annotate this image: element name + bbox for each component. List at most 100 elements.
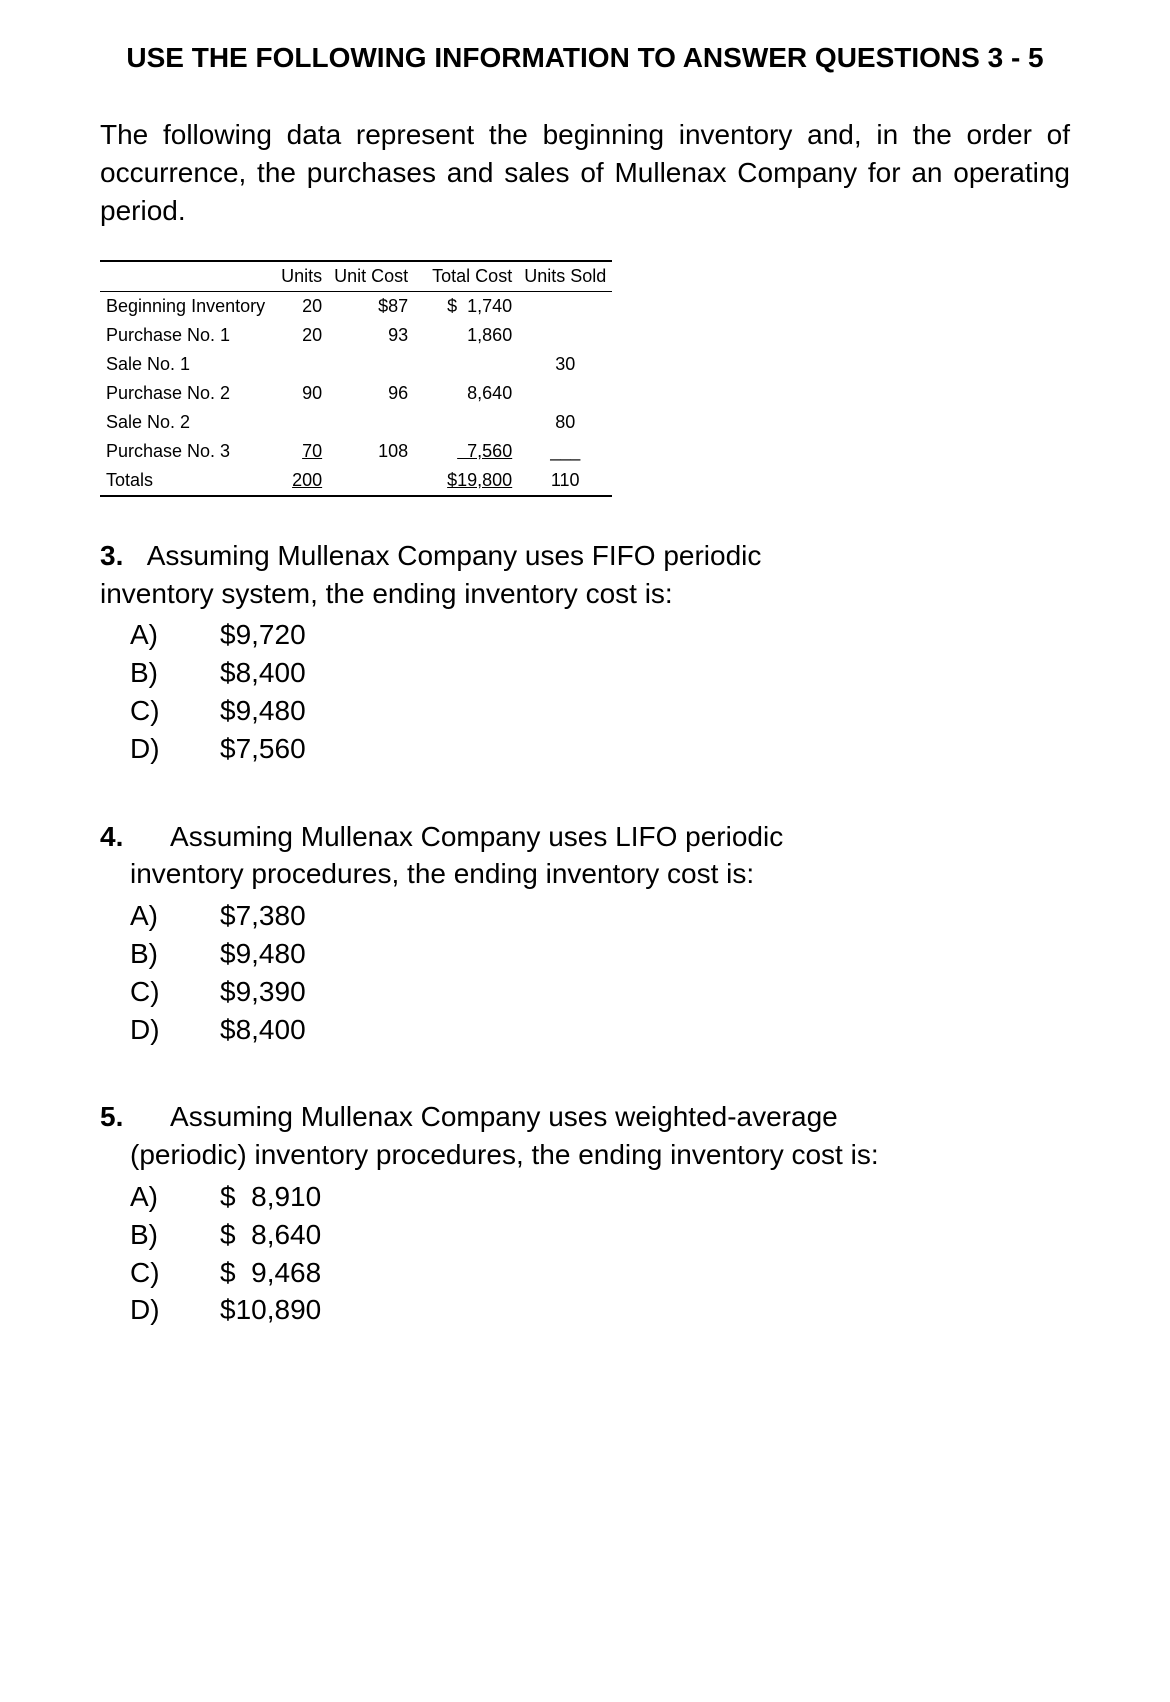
option-row: B)$8,400: [130, 654, 1070, 692]
cell-unit-cost: [328, 350, 414, 379]
option-letter: B): [130, 1216, 220, 1254]
option-text: $ 8,910: [220, 1178, 321, 1216]
cell-label: Beginning Inventory: [100, 291, 275, 321]
option-text: $8,400: [220, 1011, 306, 1049]
stem-text: Assuming Mullenax Company uses LIFO peri…: [170, 821, 783, 852]
option-row: C)$9,390: [130, 973, 1070, 1011]
option-row: D)$8,400: [130, 1011, 1070, 1049]
option-letter: A): [130, 616, 220, 654]
table-row: Sale No. 2 80: [100, 408, 612, 437]
cell-units: 70: [275, 437, 328, 466]
cell-units: [275, 350, 328, 379]
cell-unit-cost: 96: [328, 379, 414, 408]
question-number: 5.: [100, 1101, 123, 1132]
cell-units-sold: 110: [518, 466, 612, 496]
question-number: 3.: [100, 540, 123, 571]
cell-units-sold: [518, 291, 612, 321]
cell-total-cost: 7,560: [414, 437, 518, 466]
cell-units-sold: 30: [518, 350, 612, 379]
cell-unit-cost: $87: [328, 291, 414, 321]
options-list: A)$ 8,910B)$ 8,640C)$ 9,468D)$10,890: [100, 1178, 1070, 1329]
cell-units-sold: [518, 379, 612, 408]
option-letter: A): [130, 897, 220, 935]
option-row: C)$ 9,468: [130, 1254, 1070, 1292]
cell-units: 20: [275, 321, 328, 350]
option-row: A)$7,380: [130, 897, 1070, 935]
cell-label: Sale No. 1: [100, 350, 275, 379]
option-text: $9,390: [220, 973, 306, 1011]
option-row: B)$9,480: [130, 935, 1070, 973]
cell-unit-cost: [328, 466, 414, 496]
option-text: $ 9,468: [220, 1254, 321, 1292]
table-row: Purchase No. 120931,860: [100, 321, 612, 350]
option-text: $8,400: [220, 654, 306, 692]
table-row: Purchase No. 290968,640: [100, 379, 612, 408]
intro-paragraph: The following data represent the beginni…: [100, 116, 1070, 229]
col-blank: [100, 261, 275, 292]
cell-unit-cost: 93: [328, 321, 414, 350]
stem-text-cont: inventory system, the ending inventory c…: [100, 575, 1070, 613]
option-text: $7,380: [220, 897, 306, 935]
option-row: C)$9,480: [130, 692, 1070, 730]
cell-units: 90: [275, 379, 328, 408]
cell-label: Totals: [100, 466, 275, 496]
option-text: $9,480: [220, 692, 306, 730]
cell-units-sold: 80: [518, 408, 612, 437]
cell-total-cost: 1,860: [414, 321, 518, 350]
option-letter: C): [130, 973, 220, 1011]
col-units: Units: [275, 261, 328, 292]
table-row: Sale No. 1 30: [100, 350, 612, 379]
option-text: $ 8,640: [220, 1216, 321, 1254]
cell-units-sold: ___: [518, 437, 612, 466]
option-row: D)$10,890: [130, 1291, 1070, 1329]
option-letter: A): [130, 1178, 220, 1216]
option-letter: D): [130, 730, 220, 768]
cell-unit-cost: 108: [328, 437, 414, 466]
question-block: 3. Assuming Mullenax Company uses FIFO p…: [100, 537, 1070, 768]
question-number: 4.: [100, 821, 123, 852]
cell-label: Purchase No. 1: [100, 321, 275, 350]
inventory-table: Units Unit Cost Total Cost Units Sold Be…: [100, 260, 612, 497]
option-row: B)$ 8,640: [130, 1216, 1070, 1254]
question-stem: 5. Assuming Mullenax Company uses weight…: [100, 1098, 1070, 1174]
cell-units: [275, 408, 328, 437]
options-list: A)$9,720B)$8,400C)$9,480D)$7,560: [100, 616, 1070, 767]
cell-units: 20: [275, 291, 328, 321]
cell-label: Sale No. 2: [100, 408, 275, 437]
question-block: 4. Assuming Mullenax Company uses LIFO p…: [100, 818, 1070, 1049]
cell-unit-cost: [328, 408, 414, 437]
stem-text-cont: (periodic) inventory procedures, the end…: [100, 1136, 1070, 1174]
question-block: 5. Assuming Mullenax Company uses weight…: [100, 1098, 1070, 1329]
option-text: $9,480: [220, 935, 306, 973]
cell-total-cost: $19,800: [414, 466, 518, 496]
option-text: $10,890: [220, 1291, 321, 1329]
option-letter: B): [130, 935, 220, 973]
question-stem: 4. Assuming Mullenax Company uses LIFO p…: [100, 818, 1070, 894]
page-title: USE THE FOLLOWING INFORMATION TO ANSWER …: [100, 40, 1070, 76]
cell-total-cost: 8,640: [414, 379, 518, 408]
stem-text-cont: inventory procedures, the ending invento…: [100, 855, 1070, 893]
options-list: A)$7,380B)$9,480C)$9,390D)$8,400: [100, 897, 1070, 1048]
cell-total-cost: $ 1,740: [414, 291, 518, 321]
cell-total-cost: [414, 350, 518, 379]
col-unit-cost: Unit Cost: [328, 261, 414, 292]
option-text: $9,720: [220, 616, 306, 654]
stem-text: Assuming Mullenax Company uses FIFO peri…: [147, 540, 762, 571]
table-header-row: Units Unit Cost Total Cost Units Sold: [100, 261, 612, 292]
option-row: A)$9,720: [130, 616, 1070, 654]
option-row: D)$7,560: [130, 730, 1070, 768]
table-row: Purchase No. 3 70108 7,560___: [100, 437, 612, 466]
cell-units: 200: [275, 466, 328, 496]
cell-label: Purchase No. 3: [100, 437, 275, 466]
table-totals-row: Totals200 $19,800110: [100, 466, 612, 496]
option-letter: D): [130, 1011, 220, 1049]
table-row: Beginning Inventory20$87$ 1,740: [100, 291, 612, 321]
col-units-sold: Units Sold: [518, 261, 612, 292]
option-letter: C): [130, 1254, 220, 1292]
option-letter: B): [130, 654, 220, 692]
cell-units-sold: [518, 321, 612, 350]
question-stem: 3. Assuming Mullenax Company uses FIFO p…: [100, 537, 1070, 613]
cell-label: Purchase No. 2: [100, 379, 275, 408]
option-text: $7,560: [220, 730, 306, 768]
option-letter: D): [130, 1291, 220, 1329]
